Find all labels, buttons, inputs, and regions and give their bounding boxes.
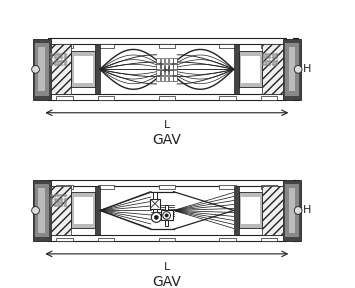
Bar xyxy=(262,44,283,94)
Bar xyxy=(241,56,260,83)
Bar xyxy=(160,211,173,220)
Circle shape xyxy=(151,213,161,222)
Circle shape xyxy=(294,206,302,214)
Bar xyxy=(98,238,114,241)
Bar xyxy=(173,70,177,75)
Bar xyxy=(71,51,95,87)
Bar xyxy=(153,192,157,199)
Bar xyxy=(160,58,164,63)
Bar xyxy=(261,185,278,189)
Bar xyxy=(239,51,262,87)
Bar xyxy=(159,185,175,189)
Bar xyxy=(169,76,173,81)
Bar xyxy=(173,76,177,81)
Bar xyxy=(33,39,51,100)
Bar xyxy=(56,96,73,100)
Bar xyxy=(165,220,168,226)
Text: GAV: GAV xyxy=(152,134,181,147)
Circle shape xyxy=(154,215,158,219)
Bar xyxy=(157,76,160,81)
Bar xyxy=(165,58,168,63)
Bar xyxy=(234,185,239,235)
Bar xyxy=(173,58,177,63)
Bar xyxy=(157,64,160,69)
Bar xyxy=(165,76,168,81)
Bar xyxy=(169,64,173,69)
Bar xyxy=(48,235,286,241)
Bar xyxy=(51,44,71,94)
Bar xyxy=(160,70,164,75)
Bar xyxy=(74,197,93,224)
Text: L: L xyxy=(164,262,170,272)
Bar xyxy=(157,58,160,63)
Bar xyxy=(261,44,278,48)
Bar xyxy=(169,58,173,63)
Bar xyxy=(234,44,239,94)
Bar xyxy=(239,192,262,228)
Bar xyxy=(283,180,301,241)
Text: GAV: GAV xyxy=(152,275,181,288)
Circle shape xyxy=(163,212,170,219)
Bar xyxy=(95,44,100,94)
Bar xyxy=(48,179,286,185)
Bar xyxy=(33,180,51,241)
Bar xyxy=(98,96,114,100)
Bar xyxy=(289,47,295,92)
Bar xyxy=(35,184,49,237)
Bar xyxy=(159,96,175,100)
Bar xyxy=(289,188,295,233)
Bar xyxy=(38,188,45,233)
Bar xyxy=(74,56,93,83)
Bar xyxy=(160,64,164,69)
Bar xyxy=(56,185,73,189)
Bar xyxy=(157,70,160,75)
Bar xyxy=(98,185,114,189)
Circle shape xyxy=(294,65,302,73)
Bar xyxy=(48,38,286,44)
Text: L: L xyxy=(164,120,170,130)
Bar xyxy=(219,185,236,189)
Bar xyxy=(283,39,301,100)
Bar xyxy=(159,44,175,48)
Bar xyxy=(165,70,168,75)
Bar xyxy=(219,44,236,48)
Bar xyxy=(95,185,100,235)
Bar xyxy=(98,44,114,48)
Text: H: H xyxy=(303,64,312,74)
Bar xyxy=(219,238,236,241)
Bar xyxy=(56,238,73,241)
Bar xyxy=(48,94,286,100)
Circle shape xyxy=(32,65,39,73)
Circle shape xyxy=(32,206,39,214)
Bar xyxy=(169,70,173,75)
Bar xyxy=(261,238,278,241)
Bar xyxy=(262,185,283,235)
Bar xyxy=(261,96,278,100)
Bar xyxy=(35,43,49,96)
Bar xyxy=(285,43,299,96)
Bar xyxy=(285,184,299,237)
Bar xyxy=(160,76,164,81)
Text: H: H xyxy=(303,205,312,215)
Bar xyxy=(241,197,260,224)
Bar xyxy=(71,192,95,228)
Circle shape xyxy=(165,214,168,217)
Bar xyxy=(56,44,73,48)
Bar xyxy=(38,47,45,92)
Bar xyxy=(150,199,160,209)
Bar xyxy=(153,209,157,215)
Bar xyxy=(173,64,177,69)
Bar xyxy=(51,185,71,235)
Bar xyxy=(159,238,175,241)
Bar xyxy=(165,205,168,211)
Bar xyxy=(219,96,236,100)
Bar xyxy=(165,64,168,69)
